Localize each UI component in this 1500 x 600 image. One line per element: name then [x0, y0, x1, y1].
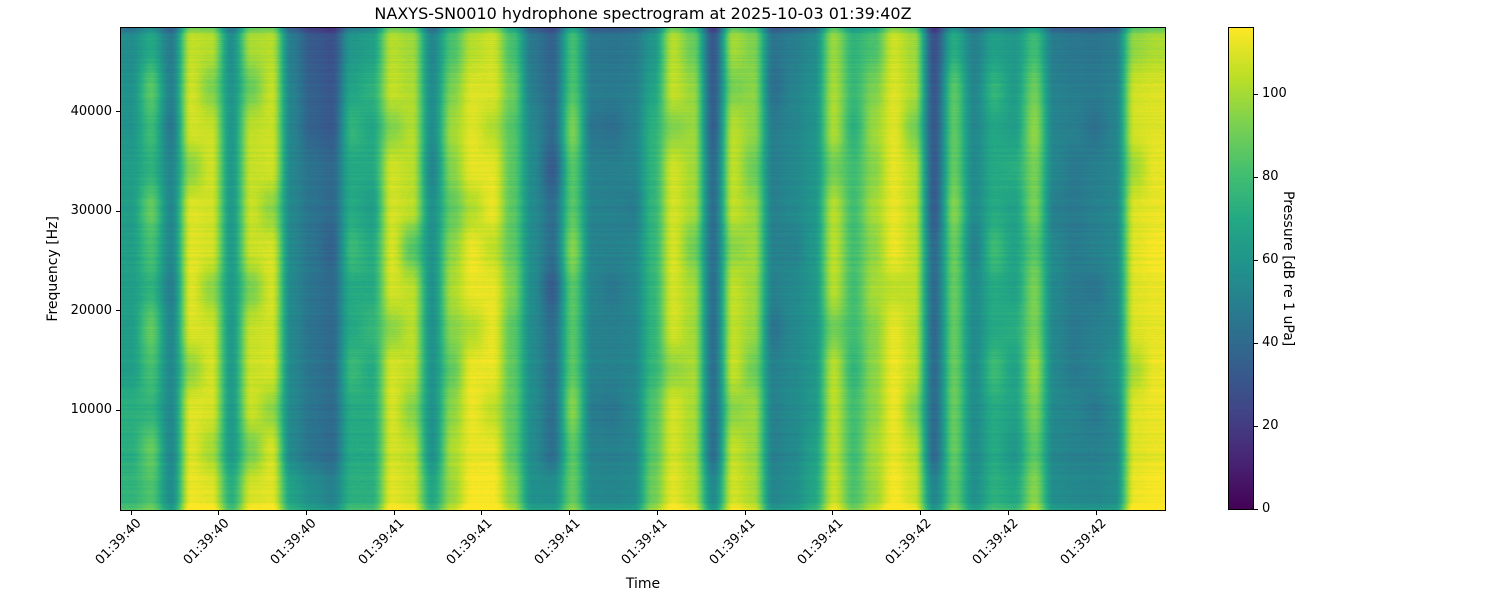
x-tick-mark	[744, 511, 746, 515]
x-axis-label: Time	[625, 576, 661, 592]
chart-title: NAXYS-SN0010 hydrophone spectrogram at 2…	[374, 4, 912, 23]
y-tick-mark	[116, 210, 120, 212]
colorbar-tick-mark	[1254, 425, 1258, 427]
x-tick-mark	[305, 511, 307, 515]
y-tick-label: 10000	[70, 402, 112, 418]
colorbar-tick-label: 80	[1262, 169, 1279, 185]
x-tick-mark	[569, 511, 571, 515]
colorbar-label-box: Pressure [dB re 1 uPa]	[1277, 28, 1299, 509]
y-axis-label-box: Frequency [Hz]	[42, 28, 64, 510]
colorbar-tick-mark	[1254, 93, 1258, 95]
colorbar-tick-mark	[1254, 176, 1258, 178]
colorbar-label: Pressure [dB re 1 uPa]	[1280, 190, 1296, 347]
colorbar-tick-label: 60	[1262, 252, 1279, 268]
y-tick-mark	[116, 111, 120, 113]
y-tick-label: 40000	[70, 103, 112, 119]
colorbar-tick-mark	[1254, 508, 1258, 510]
x-tick-mark	[920, 511, 922, 515]
y-tick-mark	[116, 310, 120, 312]
colorbar-tick-label: 20	[1262, 418, 1279, 434]
spectrogram-heatmap	[121, 28, 1165, 510]
colorbar-gradient	[1229, 28, 1253, 509]
x-tick-mark	[218, 511, 220, 515]
colorbar-tick-label: 0	[1262, 501, 1271, 516]
colorbar-tick-mark	[1254, 259, 1258, 261]
colorbar-tick-label: 40	[1262, 335, 1279, 351]
x-tick-mark	[832, 511, 834, 515]
y-tick-label: 30000	[70, 203, 112, 219]
x-tick-mark	[656, 511, 658, 515]
x-tick-mark	[481, 511, 483, 515]
y-tick-mark	[116, 409, 120, 411]
y-tick-label: 20000	[70, 302, 112, 318]
colorbar-tick-label: 100	[1262, 86, 1287, 102]
x-tick-mark	[1095, 511, 1097, 515]
x-tick-mark	[130, 511, 132, 515]
x-tick-mark	[1007, 511, 1009, 515]
x-tick-mark	[393, 511, 395, 515]
colorbar-tick-mark	[1254, 342, 1258, 344]
